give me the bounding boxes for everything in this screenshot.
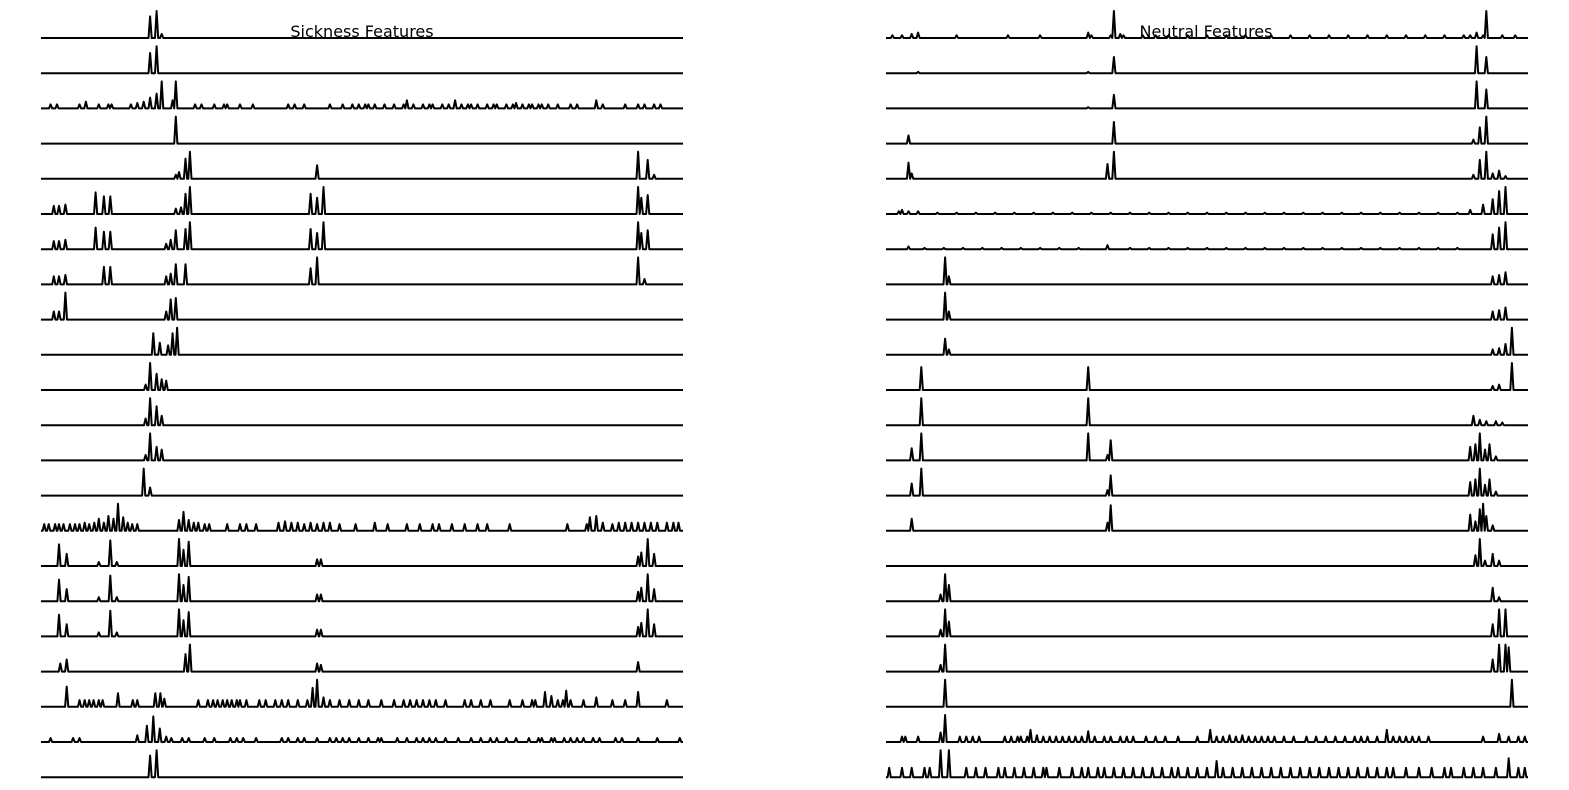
sickness-trace-1 (41, 10, 683, 39)
sickness-trace-7 (41, 221, 683, 251)
neutral-features-title: Neutral Features (1140, 22, 1273, 41)
neutral-trace-19 (886, 643, 1528, 673)
sickness-trace-4 (41, 115, 683, 145)
sickness-trace-2 (41, 45, 683, 75)
sickness-trace-22 (41, 749, 683, 779)
neutral-trace-13 (886, 432, 1528, 462)
neutral-trace-18 (886, 608, 1528, 638)
sickness-trace-11 (41, 362, 683, 391)
neutral-trace-8 (886, 256, 1528, 286)
sickness-trace-10 (41, 326, 683, 356)
sickness-trace-9 (41, 291, 683, 321)
neutral-trace-11 (886, 362, 1528, 391)
neutral-trace-17 (886, 573, 1528, 603)
neutral-trace-7 (886, 221, 1528, 251)
sickness-trace-18 (41, 608, 683, 638)
sickness-trace-5 (41, 150, 683, 180)
sickness-trace-21 (41, 715, 683, 743)
neutral-trace-16 (886, 538, 1528, 567)
neutral-trace-15 (886, 502, 1528, 532)
neutral-trace-21 (886, 714, 1528, 743)
sickness-features-traces (41, 10, 683, 779)
sickness-trace-14 (41, 467, 683, 497)
neutral-trace-20 (886, 678, 1528, 708)
neutral-trace-2 (886, 45, 1528, 75)
neutral-trace-12 (886, 397, 1528, 427)
sickness-trace-3 (41, 80, 683, 110)
sickness-trace-20 (41, 678, 683, 708)
neutral-trace-4 (886, 115, 1528, 145)
sickness-features-title: Sickness Features (290, 22, 433, 41)
neutral-trace-6 (886, 186, 1528, 215)
neutral-trace-3 (886, 80, 1528, 110)
sickness-features-panel: Sickness Features (41, 10, 683, 779)
neutral-trace-5 (886, 150, 1528, 180)
sickness-trace-6 (41, 186, 683, 215)
neutral-trace-1 (886, 10, 1528, 39)
sickness-trace-8 (41, 256, 683, 286)
neutral-features-traces (886, 10, 1528, 779)
neutral-trace-10 (886, 326, 1528, 356)
neutral-features-panel: Neutral Features (886, 10, 1528, 779)
sickness-trace-19 (41, 643, 683, 673)
neutral-trace-22 (886, 749, 1528, 779)
neutral-trace-9 (886, 291, 1528, 321)
sickness-trace-17 (41, 573, 683, 603)
neutral-trace-14 (886, 467, 1528, 497)
sickness-trace-15 (41, 502, 683, 532)
sickness-trace-13 (41, 432, 683, 462)
sickness-trace-12 (41, 397, 683, 427)
sickness-trace-16 (41, 538, 683, 567)
